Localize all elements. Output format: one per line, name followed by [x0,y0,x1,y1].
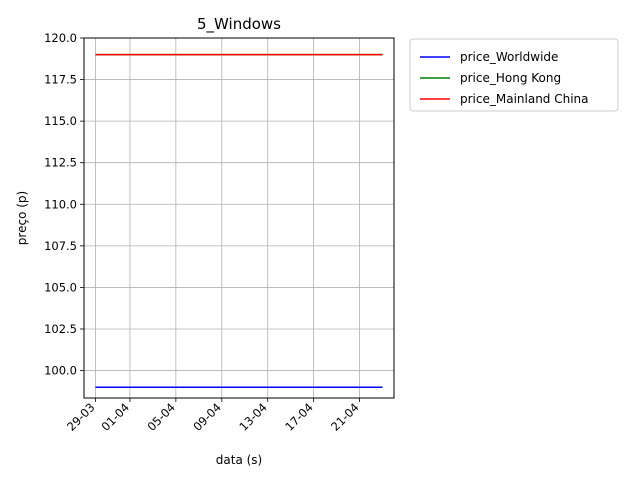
legend-label-1: price_Hong Kong [460,71,561,85]
y-tick-label: 115.0 [44,114,77,128]
y-tick-label: 102.5 [44,322,77,336]
y-tick-label: 105.0 [44,280,77,294]
y-axis-label: preço (p) [15,191,29,245]
chart-title: 5_Windows [197,15,281,34]
x-axis-ticks: 29-03 01-04 05-04 09-04 13-04 17-04 21-04 [64,398,362,434]
x-tick-label: 01-04 [99,400,133,434]
y-tick-label: 110.0 [44,197,77,211]
x-tick-label: 13-04 [236,400,270,434]
x-tick-label: 29-03 [64,400,98,434]
grid-lines [84,37,394,398]
y-tick-label: 117.5 [44,73,77,87]
legend-label-0: price_Worldwide [460,50,558,64]
y-tick-label: 120.0 [44,31,77,45]
x-tick-label: 05-04 [144,400,178,434]
x-axis-label: data (s) [216,453,262,467]
y-tick-label: 100.0 [44,364,77,378]
y-tick-label: 112.5 [44,156,77,170]
series-lines [95,53,383,388]
x-tick-label: 17-04 [282,400,316,434]
plot-area [83,37,395,399]
x-tick-label: 21-04 [328,400,362,434]
legend-label-2: price_Mainland China [460,92,589,106]
legend-frame [409,38,619,112]
y-axis-ticks: 100.0 102.5 105.0 107.5 110.0 112.5 115.0 117.5… [44,31,84,378]
legend: price_Worldwide price_Hong Kong price_Main… [409,38,619,112]
x-tick-label: 09-04 [190,400,224,434]
y-tick-label: 107.5 [44,239,77,253]
